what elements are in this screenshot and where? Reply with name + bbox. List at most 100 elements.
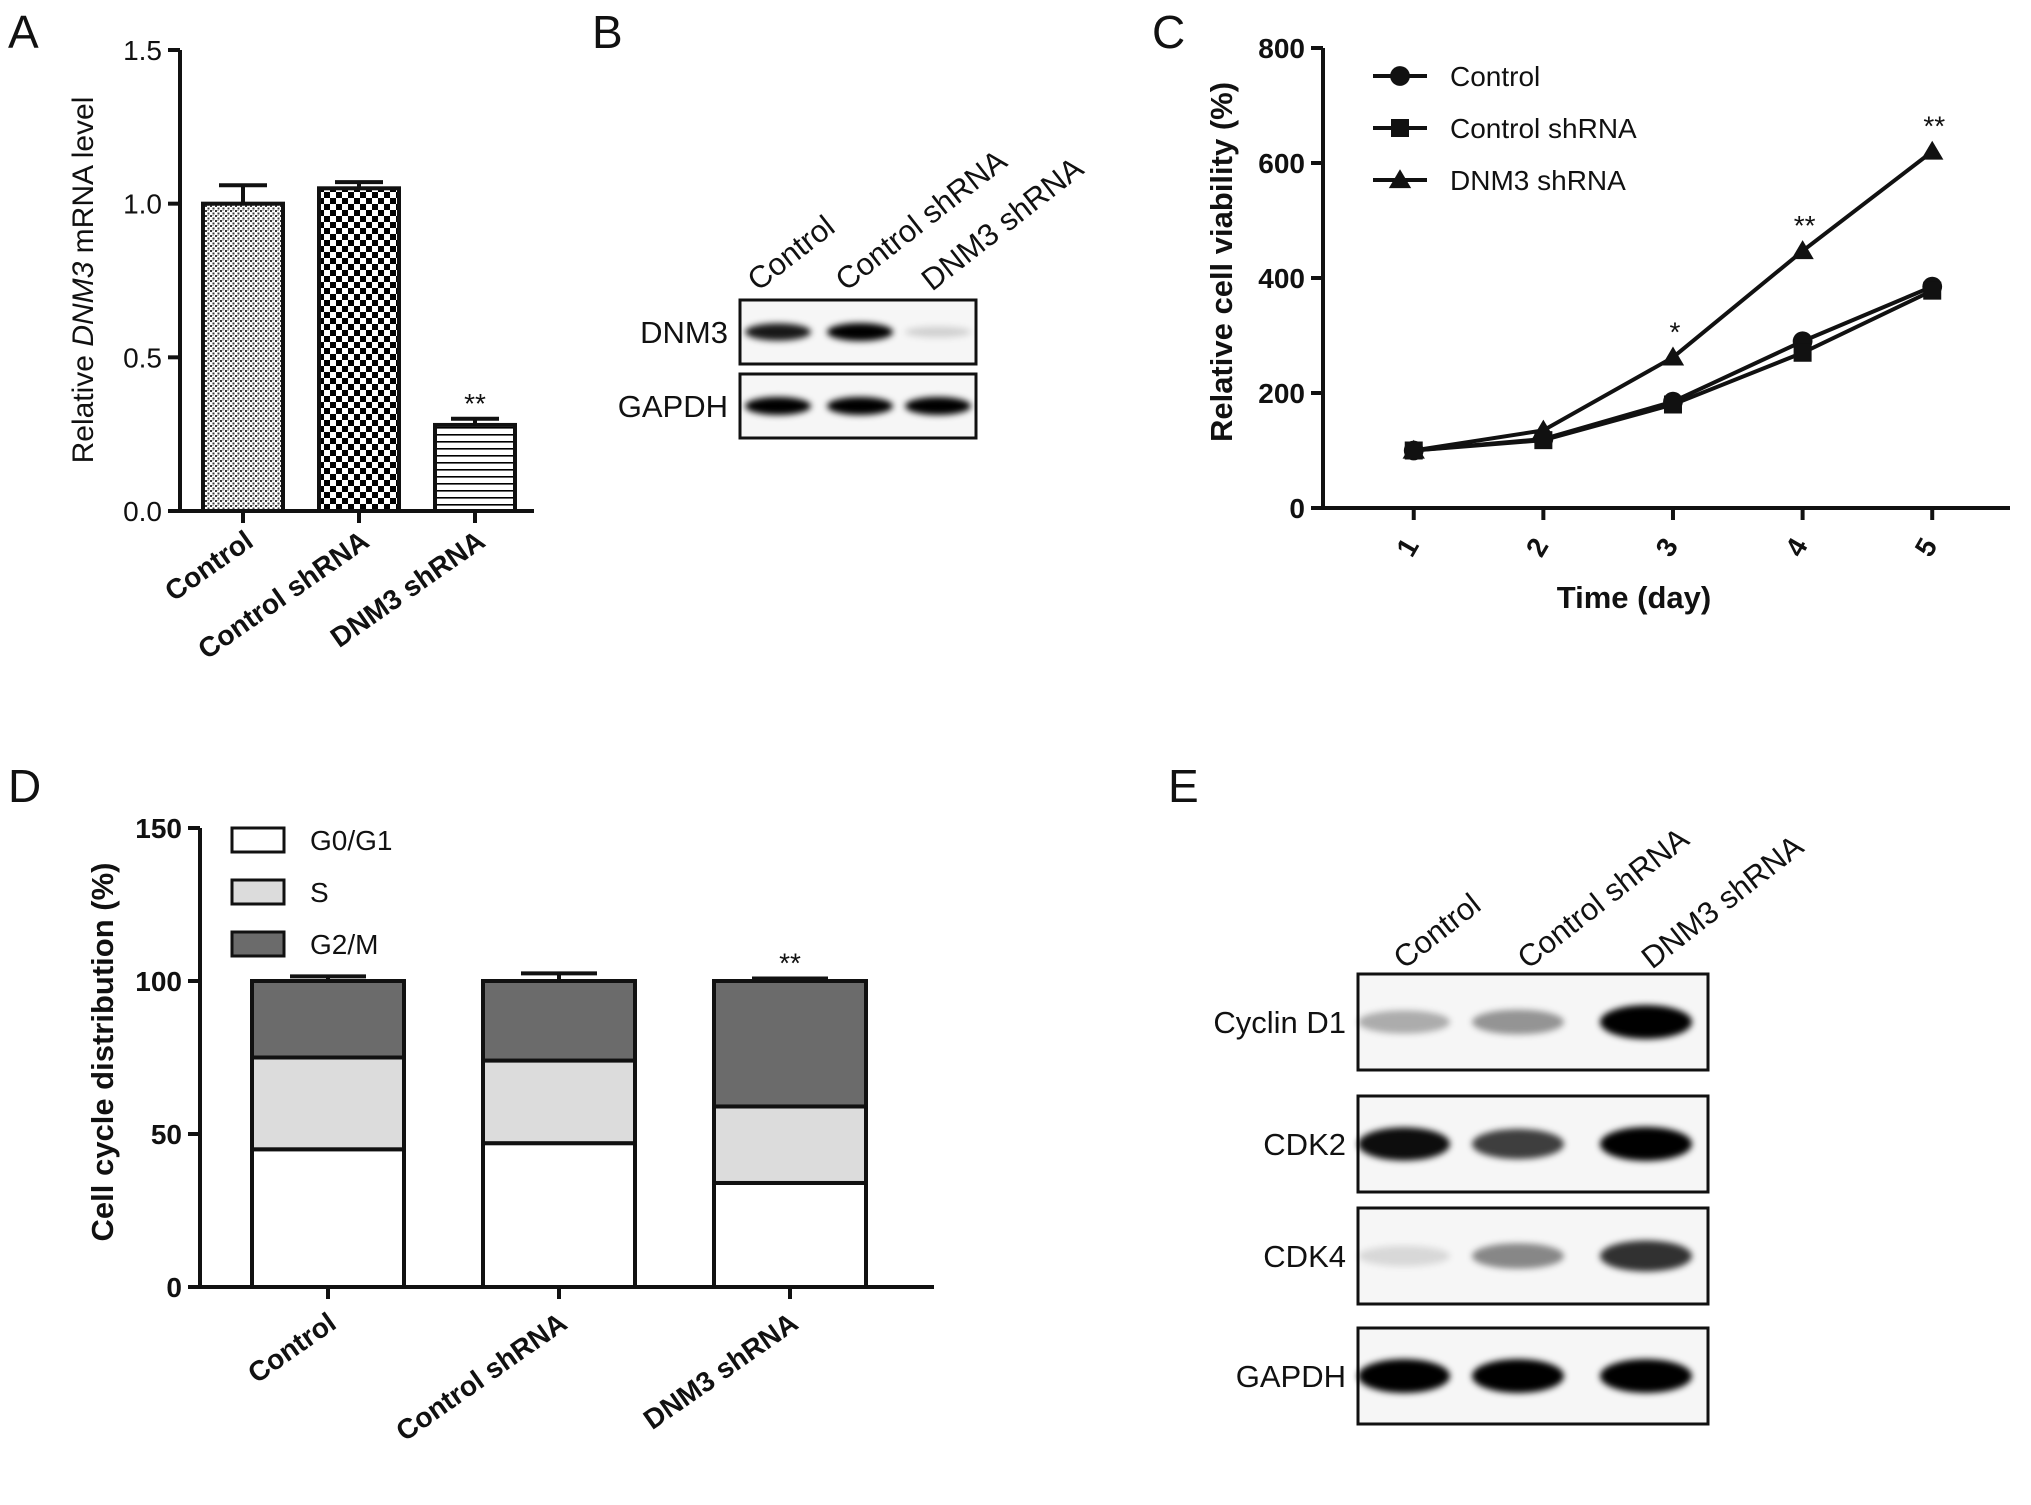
panel-b-band — [905, 397, 971, 415]
panel-e-row-label: CDK2 — [1263, 1127, 1346, 1162]
panel-b-row-label: DNM3 — [640, 315, 728, 350]
panel-e-band — [1600, 1005, 1692, 1039]
panel-b-band — [745, 397, 811, 415]
panel-a-y-tick-label: 0.5 — [123, 342, 162, 373]
panel-e-lane-label: Control — [1387, 886, 1487, 975]
panel-c-x-tick-label: 4 — [1779, 532, 1814, 561]
panel-e-band — [1600, 1359, 1692, 1393]
panel-a-bar-control-shrna — [317, 186, 401, 514]
panel-d-category-label: DNM3 shRNA — [638, 1307, 804, 1436]
panel-e-row-label: CDK4 — [1263, 1239, 1346, 1274]
panel-e-band — [1472, 1009, 1564, 1035]
panel-c-x-tick-label: 5 — [1909, 533, 1944, 562]
panel-c-y-tick-label: 0 — [1289, 493, 1305, 524]
panel-d-legend-swatch — [230, 826, 286, 854]
panel-c-x-axis-label: Time (day) — [1557, 580, 1711, 615]
panel-d-legend-label: S — [310, 877, 329, 908]
panel-c-x-tick-label: 3 — [1649, 533, 1684, 562]
panel-c-y-tick-label: 400 — [1258, 263, 1305, 294]
panel-c-line-chart: Relative cell viability (%) Time (day) 0… — [1204, 33, 2010, 615]
panel-d-legend-swatch — [230, 878, 286, 906]
panel-c-marker-dnm3-shrna — [1402, 439, 1425, 459]
panel-e-band — [1358, 1127, 1450, 1161]
panel-d-y-tick-label: 0 — [166, 1272, 182, 1303]
panel-c-y-axis-label: Relative cell viability (%) — [1204, 82, 1239, 442]
panel-c-y-tick-label: 600 — [1258, 148, 1305, 179]
panel-d-bar-segment-s — [712, 1104, 868, 1185]
panel-label-b: B — [592, 6, 623, 58]
panel-label-a: A — [8, 6, 39, 58]
panel-c-marker-control-shrna — [1793, 343, 1812, 362]
panel-d-y-tick-label: 100 — [135, 966, 182, 997]
panel-e-band — [1600, 1240, 1692, 1272]
panel-c-significance-marker: ** — [1794, 210, 1816, 241]
panel-e-band — [1472, 1128, 1564, 1160]
panel-d-category-label: Control — [242, 1307, 341, 1389]
panel-c-significance-marker: * — [1670, 316, 1681, 347]
panel-d-bar-segment-s — [481, 1058, 637, 1146]
panel-e-band — [1600, 1127, 1692, 1161]
panel-d-y-tick-label: 50 — [151, 1119, 182, 1150]
panel-a-y-tick-label: 1.5 — [123, 35, 162, 66]
panel-e-band — [1358, 1359, 1450, 1393]
panel-a-bar-dnm3-shrna — [433, 422, 517, 513]
panel-d-legend-label: G2/M — [310, 929, 378, 960]
panel-e-band — [1472, 1359, 1564, 1393]
panel-label-e: E — [1168, 760, 1199, 812]
panel-b-lane-label: Control — [741, 208, 841, 297]
panel-e-row-label: GAPDH — [1236, 1359, 1346, 1394]
panel-label-d: D — [8, 760, 41, 812]
panel-d-bar-segment-g2-m — [250, 979, 406, 1060]
panel-c-marker-control-shrna — [1923, 281, 1942, 300]
panel-d-bar-segment-g0-g1 — [712, 1180, 868, 1289]
panel-e-band — [1472, 1243, 1564, 1269]
panel-d-bar-segment-g2-m — [712, 979, 868, 1109]
panel-b-band — [827, 397, 893, 415]
panel-d-stacked-bar-chart: Cell cycle distribution (%) 0 50 100 150 Con… — [85, 813, 934, 1447]
panel-b-row-label: GAPDH — [618, 389, 728, 424]
panel-c-legend-marker — [1391, 119, 1409, 137]
panel-a-y-tick-label: 1.0 — [123, 189, 162, 220]
panel-b-band — [827, 323, 893, 341]
panel-c-significance-marker: ** — [1923, 111, 1945, 142]
panel-a-bar-control — [201, 201, 285, 514]
panel-a-significance-marker: ** — [464, 388, 486, 419]
panel-b-band — [905, 326, 971, 338]
panel-d-bar-segment-g0-g1 — [250, 1147, 406, 1290]
panel-e-band — [1358, 1010, 1450, 1034]
panel-d-category-label: Control shRNA — [390, 1307, 572, 1447]
panel-a-y-axis-label: Relative DNM3 mRNA level — [67, 97, 100, 464]
panel-d-legend-swatch — [230, 930, 286, 958]
panel-c-series-line-control-shrna — [1413, 288, 1934, 453]
panel-c-legend-marker — [1390, 66, 1410, 86]
panel-c-marker-dnm3-shrna — [1921, 140, 1944, 160]
panel-a-y-tick-label: 0.0 — [123, 496, 162, 527]
panel-c-x-tick-label: 1 — [1390, 533, 1425, 562]
panel-a-category-label: Control — [159, 525, 258, 607]
panel-d-legend-label: G0/G1 — [310, 825, 392, 856]
panel-e-band — [1358, 1245, 1450, 1267]
panel-d-significance-marker: ** — [779, 948, 801, 979]
panel-c-legend-label: Control — [1450, 61, 1540, 92]
panel-c-marker-dnm3-shrna — [1661, 346, 1685, 366]
panel-d-bar-segment-s — [250, 1055, 406, 1152]
panel-c-legend-marker — [1388, 169, 1412, 189]
panel-c-legend-label: Control shRNA — [1450, 113, 1637, 144]
panel-c-y-tick-label: 800 — [1258, 33, 1305, 64]
panel-c-marker-dnm3-shrna — [1791, 240, 1814, 260]
panel-c-marker-control-shrna — [1663, 395, 1682, 414]
panel-b-band — [745, 323, 811, 341]
panel-d-y-axis-label: Cell cycle distribution (%) — [85, 863, 120, 1242]
panel-d-y-tick-label: 150 — [135, 813, 182, 844]
panel-c-marker-dnm3-shrna — [1532, 419, 1555, 439]
panel-d-bar-segment-g2-m — [481, 979, 637, 1063]
panel-c-x-tick-label: 2 — [1520, 533, 1555, 562]
panel-c-y-tick-label: 200 — [1258, 378, 1305, 409]
panel-d-bar-segment-g0-g1 — [481, 1141, 637, 1290]
panel-a-bar-chart: Relative DNM3 mRNA level 0.0 0.5 1.0 1.5 Con… — [67, 35, 534, 665]
panel-e-row-label: Cyclin D1 — [1213, 1005, 1346, 1040]
panel-label-c: C — [1152, 6, 1185, 58]
